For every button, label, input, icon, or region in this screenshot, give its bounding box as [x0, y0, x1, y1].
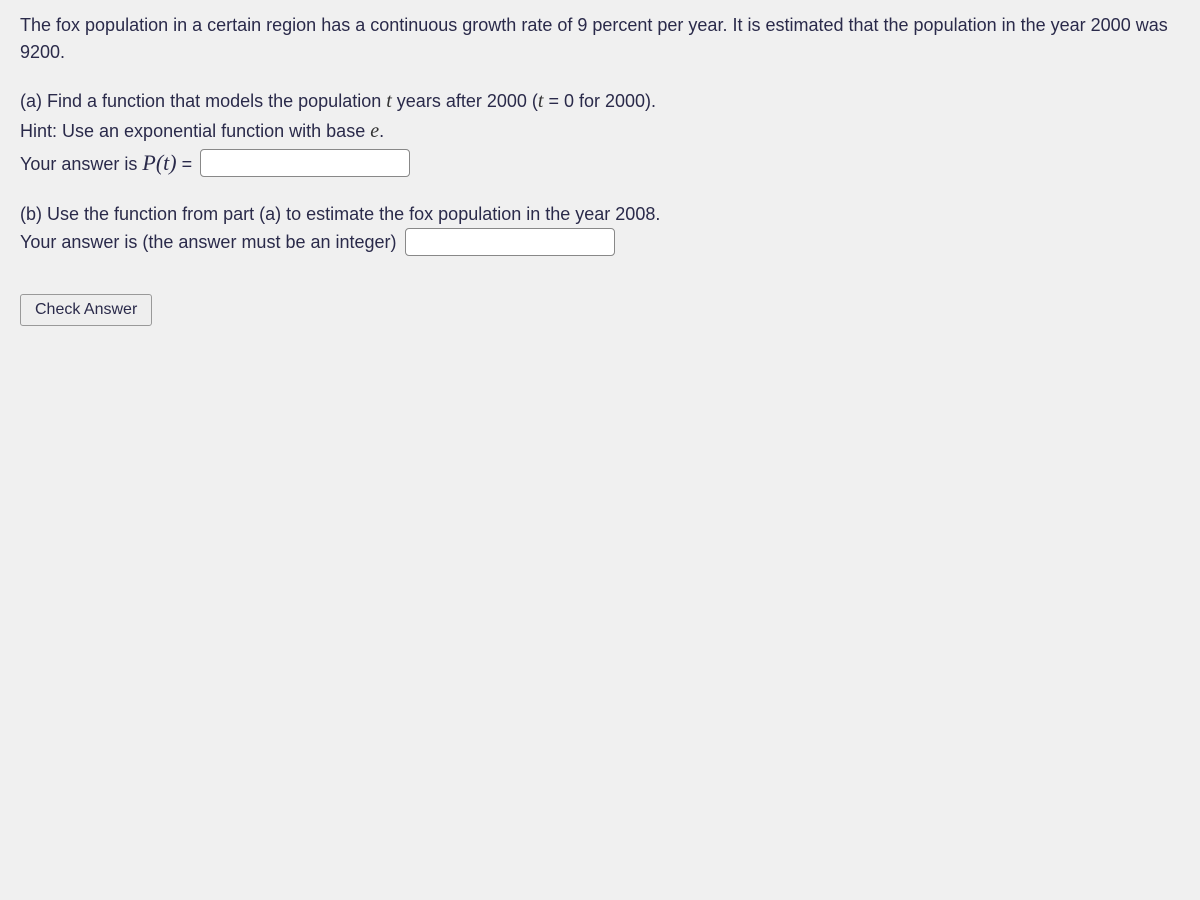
answer-equals: =	[177, 154, 193, 174]
hint-var-e: e	[370, 120, 379, 142]
part-a: (a) Find a function that models the popu…	[20, 86, 1180, 179]
part-b-question: (b) Use the function from part (a) to es…	[20, 201, 1180, 228]
part-a-eq-text: = 0 for 2000).	[543, 91, 656, 111]
answer-prefix-a: Your answer is	[20, 154, 142, 174]
problem-intro: The fox population in a certain region h…	[20, 12, 1180, 66]
part-a-answer-input[interactable]	[200, 149, 410, 177]
part-a-question: (a) Find a function that models the popu…	[20, 86, 1180, 116]
part-a-answer-label: Your answer is P(t) =	[20, 146, 192, 179]
part-a-question-suffix: years after 2000 (	[392, 91, 538, 111]
part-b-answer-input[interactable]	[405, 228, 615, 256]
part-b-answer-label: Your answer is (the answer must be an in…	[20, 229, 397, 256]
answer-func: P(t)	[142, 150, 176, 175]
part-a-answer-line: Your answer is P(t) =	[20, 146, 1180, 179]
hint-prefix: Hint: Use an exponential function with b…	[20, 121, 370, 141]
hint-suffix: .	[379, 121, 384, 141]
part-b-answer-line: Your answer is (the answer must be an in…	[20, 228, 1180, 256]
part-a-hint: Hint: Use an exponential function with b…	[20, 116, 1180, 146]
part-b: (b) Use the function from part (a) to es…	[20, 201, 1180, 256]
part-a-question-prefix: (a) Find a function that models the popu…	[20, 91, 386, 111]
check-answer-button[interactable]: Check Answer	[20, 294, 152, 326]
